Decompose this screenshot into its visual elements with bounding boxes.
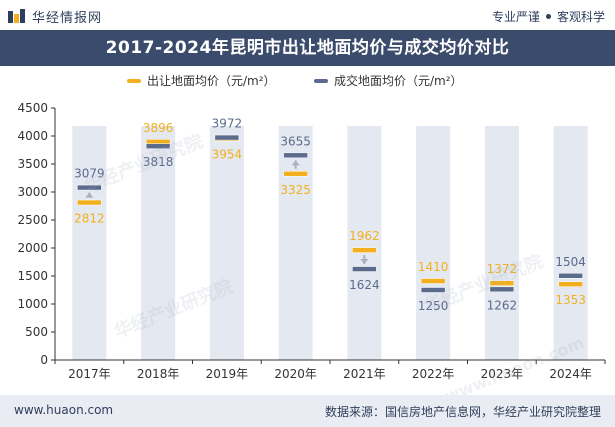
y-tick-label: 1000: [17, 297, 48, 311]
outgoing-price-marker: [420, 278, 446, 284]
outgoing-price-marker: [489, 280, 515, 286]
category-background-bar: [484, 126, 519, 360]
deal-price-data-label: 1624: [349, 278, 380, 292]
outgoing-price-data-label: 2812: [74, 212, 105, 226]
x-tick-label: 2019年: [206, 367, 249, 381]
deal-price-data-label: 3818: [143, 155, 174, 169]
deal-price-data-label: 1504: [555, 255, 586, 269]
y-tick-label: 500: [25, 325, 48, 339]
y-tick-label: 1500: [17, 269, 48, 283]
category-background-bar: [416, 126, 451, 360]
legend-label-outgoing: 出让地面均价（元/m²）: [147, 74, 276, 88]
footer-website-link[interactable]: www.huaon.com: [14, 403, 114, 417]
chart-title: 2017-2024年昆明市出让地面均价与成交均价对比: [105, 38, 510, 58]
deal-price-marker: [214, 134, 240, 141]
x-tick-label: 2024年: [549, 367, 592, 381]
change-arrow-icon: [85, 192, 94, 198]
deal-price-marker: [420, 287, 446, 293]
category-background-bar: [141, 126, 176, 360]
chart-area: 0 500 1000 1500 2000 2500 3000 3500 4000 4500 2017…: [17, 101, 606, 381]
chart-legend: 出让地面均价（元/m²） 成交地面均价（元/m²）: [0, 72, 615, 92]
y-tick-label: 4000: [17, 129, 48, 143]
legend-item-deal[interactable]: 成交地面均价（元/m²）: [314, 72, 463, 89]
tagline-right: 客观科学: [556, 10, 605, 24]
top-bar: 华经情报网 专业严谨 客观科学: [0, 0, 615, 30]
category-background-bar: [347, 126, 382, 360]
separator-dot-icon: [545, 14, 551, 19]
outgoing-price-data-label: 3954: [212, 148, 243, 162]
footer-source: 数据来源：国信房地产信息网，华经产业研究院整理: [324, 405, 601, 419]
brand-logo[interactable]: 华经情报网: [8, 7, 102, 26]
category-background-bar: [72, 126, 107, 360]
outgoing-price-data-label: 1353: [555, 293, 586, 307]
outgoing-price-marker: [352, 247, 377, 253]
deal-price-marker: [352, 266, 377, 272]
x-tick-label: 2023年: [481, 367, 524, 381]
x-tick-label: 2018年: [137, 367, 180, 381]
tagline: 专业严谨 客观科学: [492, 8, 605, 25]
deal-price-data-label: 3655: [280, 134, 311, 148]
outgoing-price-data-label: 3896: [143, 121, 174, 135]
deal-price-marker: [283, 152, 308, 159]
change-arrow-icon: [291, 160, 300, 166]
legend-item-outgoing[interactable]: 出让地面均价（元/m²）: [127, 72, 276, 89]
y-tick-label: 3000: [17, 185, 48, 199]
x-tick-label: 2020年: [274, 367, 317, 381]
logo-icon: [8, 8, 26, 25]
outgoing-price-data-label: 3325: [280, 183, 311, 197]
y-tick-label: 3500: [17, 157, 48, 171]
deal-price-marker: [77, 184, 102, 191]
title-bar: 2017-2024年昆明市出让地面均价与成交均价对比: [0, 30, 615, 66]
deal-price-data-label: 1250: [418, 299, 449, 313]
outgoing-price-marker: [558, 281, 583, 287]
y-tick-label: 0: [40, 353, 48, 367]
deal-price-marker: [489, 286, 515, 293]
deal-price-marker: [145, 143, 171, 149]
legend-label-deal: 成交地面均价（元/m²）: [334, 74, 463, 88]
x-tick-label: 2017年: [68, 367, 111, 381]
deal-price-data-label: 3972: [212, 117, 243, 131]
tagline-left: 专业严谨: [491, 10, 540, 24]
outgoing-price-data-label: 1372: [487, 262, 518, 276]
legend-swatch-outgoing: [127, 78, 141, 83]
outgoing-price-marker: [283, 171, 308, 177]
deal-price-marker: [558, 273, 583, 279]
legend-swatch-deal: [314, 78, 328, 83]
x-tick-label: 2022年: [412, 367, 455, 381]
outgoing-price-data-label: 1410: [418, 260, 449, 274]
deal-price-data-label: 3079: [74, 167, 105, 181]
y-tick-label: 4500: [17, 101, 48, 115]
deal-price-data-label: 1262: [487, 298, 518, 312]
outgoing-price-marker: [77, 199, 102, 206]
y-tick-label: 2000: [17, 241, 48, 255]
brand-name: 华经情报网: [32, 11, 103, 26]
x-tick-label: 2021年: [343, 367, 386, 381]
category-background-bar: [553, 126, 588, 360]
footer: www.huaon.com 数据来源：国信房地产信息网，华经产业研究院整理: [0, 395, 615, 427]
category-background-bar: [209, 126, 244, 360]
outgoing-price-data-label: 1962: [349, 229, 380, 243]
y-tick-label: 2500: [17, 213, 48, 227]
change-arrow-icon: [360, 259, 369, 265]
